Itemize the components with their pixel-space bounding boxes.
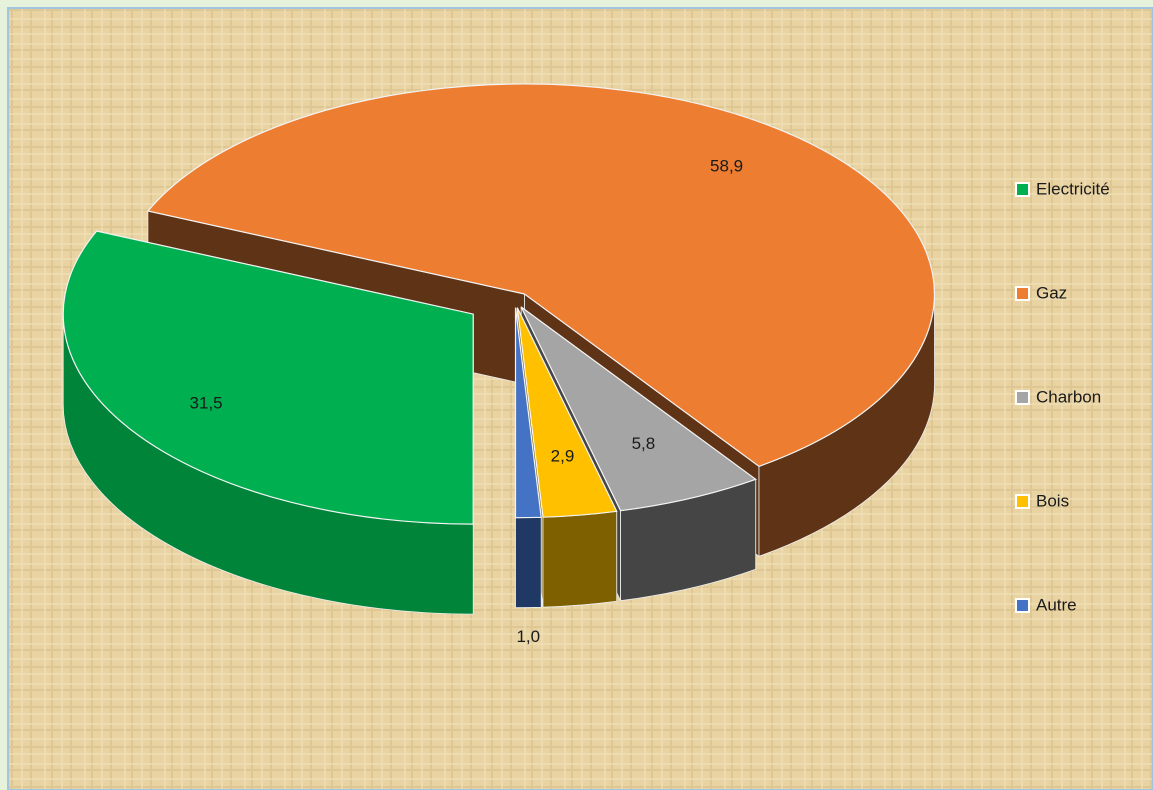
legend-swatch bbox=[1015, 286, 1030, 301]
data-label: 58,9 bbox=[710, 157, 743, 176]
slice bbox=[62, 230, 474, 525]
legend-swatch bbox=[1015, 494, 1030, 509]
legend-swatch bbox=[1015, 598, 1030, 613]
legend-label: Electricité bbox=[1036, 179, 1110, 198]
legend: Electricité Gaz Charbon Bois Autre bbox=[1015, 179, 1110, 614]
legend-label: Bois bbox=[1036, 491, 1069, 510]
slice bbox=[520, 306, 757, 512]
slice-wall bbox=[515, 516, 542, 609]
slice bbox=[514, 307, 542, 519]
legend-label: Autre bbox=[1036, 595, 1077, 614]
data-label: 5,8 bbox=[632, 434, 656, 453]
data-label: 2,9 bbox=[551, 446, 575, 465]
slice-wall bbox=[542, 510, 618, 608]
legend-swatch bbox=[1015, 390, 1030, 405]
data-label: 31,5 bbox=[190, 394, 223, 413]
pie: 31,5 58,9 5,8 2,9 1,0 bbox=[62, 83, 936, 646]
legend-label: Charbon bbox=[1036, 387, 1101, 406]
legend-label: Gaz bbox=[1036, 283, 1067, 302]
legend-swatch bbox=[1015, 182, 1030, 197]
slice bbox=[146, 83, 936, 467]
slice bbox=[516, 307, 618, 518]
data-label: 1,0 bbox=[516, 627, 540, 646]
